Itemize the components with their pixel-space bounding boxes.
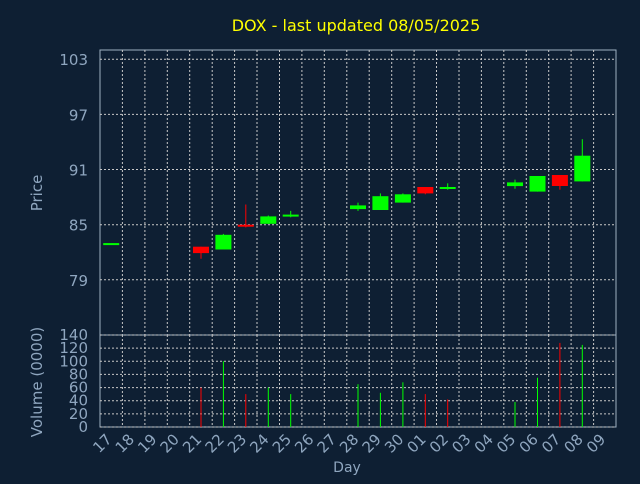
day-tick-label: 09 [583,430,609,456]
price-tick-label: 97 [69,106,88,124]
price-tick-label: 103 [59,51,88,69]
candlestick [282,210,299,218]
candlestick [507,179,523,189]
candle-body [237,224,254,227]
volume-tick-label: 140 [59,326,88,344]
candlestick [574,139,591,182]
x-axis-label: Day [333,460,361,476]
candlestick [417,187,434,195]
candle-body [439,187,456,189]
candle-body [394,194,411,203]
price-axis-label: Price [28,175,46,212]
candlestick [529,176,546,192]
candle-body [193,246,209,254]
volume-tick-label: 40 [69,392,88,410]
candle-body [350,205,366,210]
candlestick [394,193,411,203]
candlestick [215,233,232,250]
volume-tick-label: 60 [69,379,88,397]
volume-plot: 0204060801001201401718192021222324252627… [59,326,617,457]
candle-body [282,214,299,217]
candle-body [260,216,277,224]
price-plot: 79 85 91 97 103 [59,49,617,336]
volume-tick-label: 100 [59,352,88,370]
candlestick [350,202,366,211]
chart-title: DOX - last updated 08/05/2025 [232,16,481,35]
candle-body [551,175,568,186]
candle-body [529,176,546,192]
candlestick [103,243,120,246]
candlestick [551,175,568,190]
volume-tick-label: 20 [69,405,88,423]
candle-body [507,182,523,187]
candlestick [193,246,209,259]
candlestick [372,193,389,210]
price-tick-label: 85 [69,217,88,235]
volume-axis-label: Volume (0000) [28,327,46,437]
candle-body [372,196,389,210]
volume-tick-label: 80 [69,365,88,383]
candle-body [574,155,591,182]
price-tick-label: 79 [69,272,88,290]
volume-tick-label: 0 [78,418,88,436]
volume-tick-label: 120 [59,339,88,357]
candle-body [417,187,434,194]
candlestick [237,204,254,228]
candlestick [439,183,456,190]
candle-body [103,243,120,246]
price-tick-label: 91 [69,162,88,180]
candle-body [215,234,232,250]
candlestick [260,215,277,224]
price-plot-frame [99,49,617,336]
